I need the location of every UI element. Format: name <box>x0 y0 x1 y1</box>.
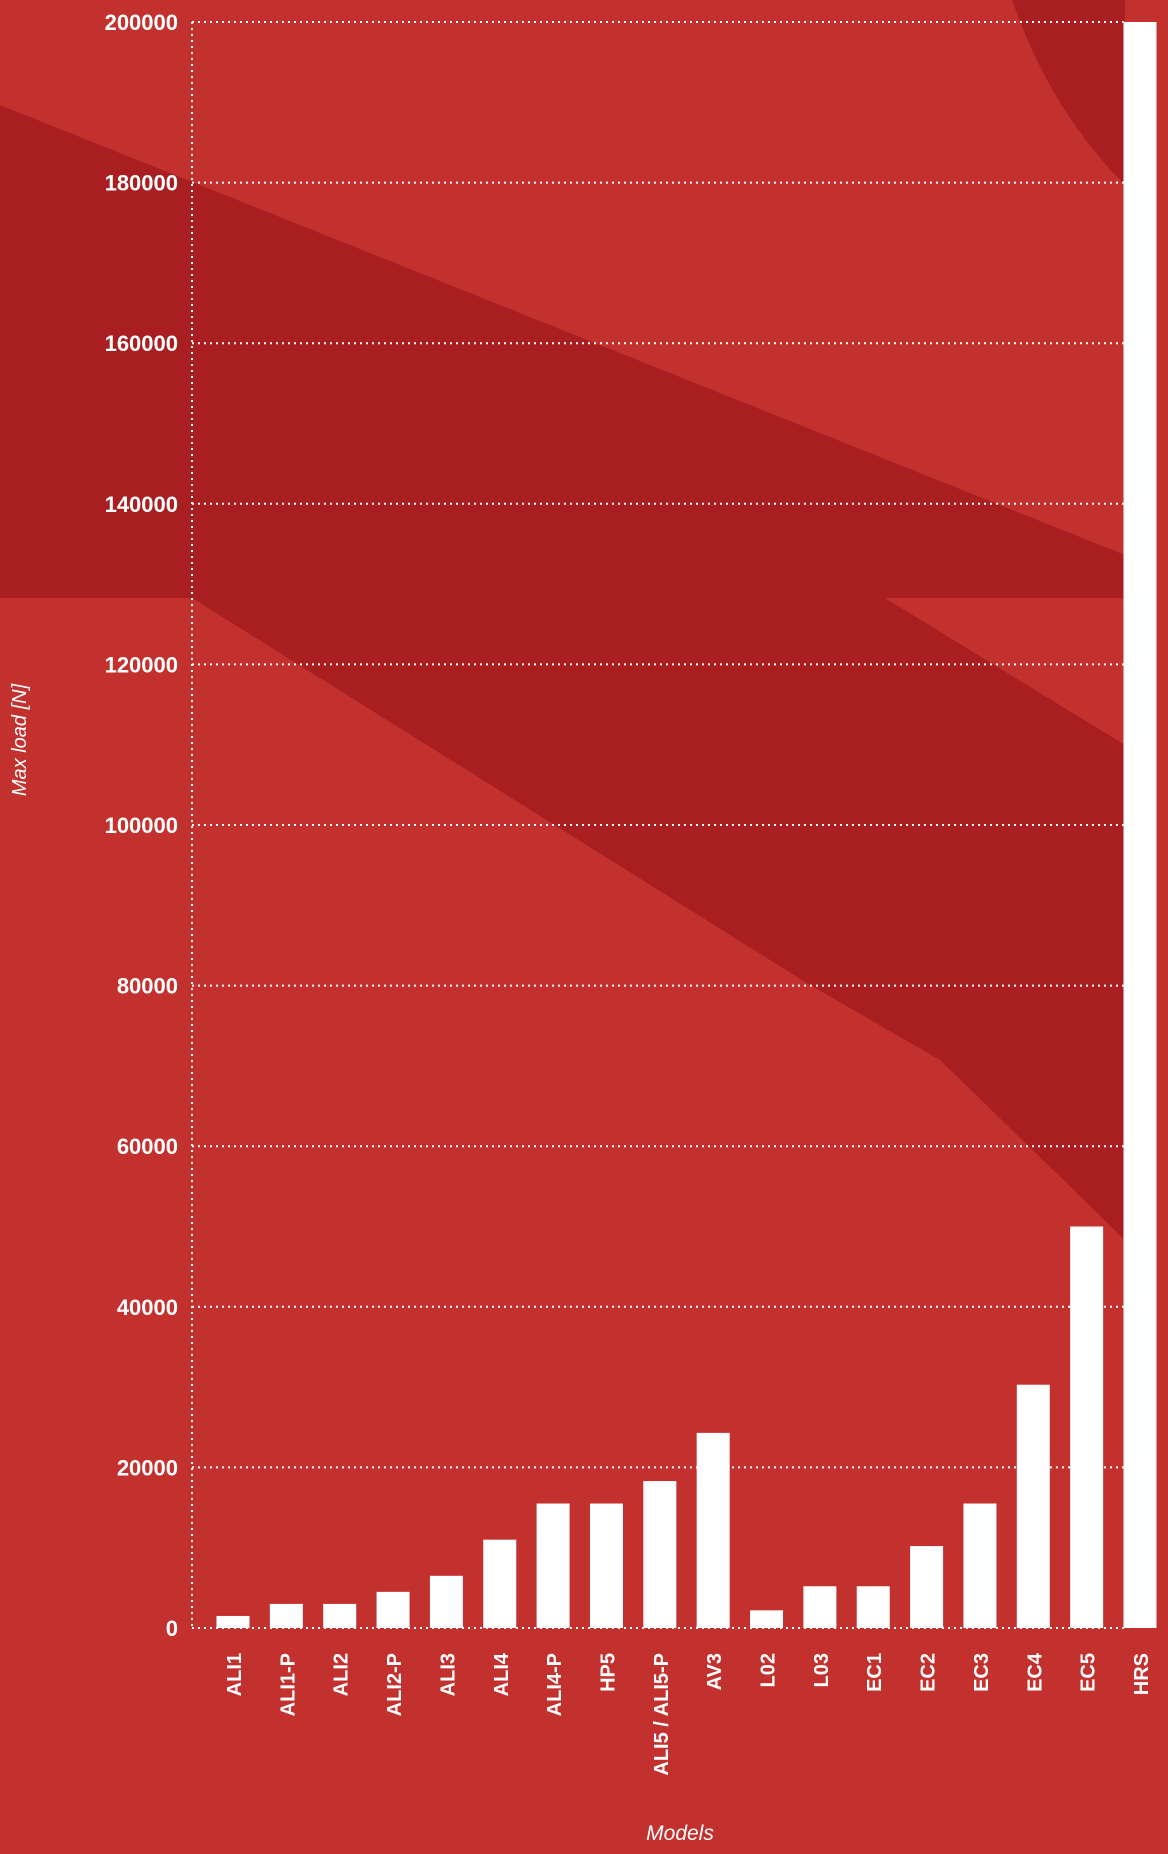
x-axis-ticks: ALI1 ALI1-P ALI2 ALI2-P ALI3 ALI4 ALI4-P HP5 ALI… <box>224 1652 1153 1775</box>
bar <box>856 1586 890 1628</box>
grid <box>191 21 1125 1629</box>
bar <box>323 1603 357 1628</box>
bar <box>536 1503 570 1628</box>
x-tick-label: ALI1 <box>224 1653 246 1696</box>
x-tick-label: AV3 <box>704 1653 726 1690</box>
bar <box>696 1432 730 1628</box>
bar <box>429 1575 463 1628</box>
bar <box>589 1503 623 1628</box>
y-tick-label: 200000 <box>105 10 178 35</box>
bar <box>483 1539 517 1628</box>
y-tick-label: 0 <box>166 1616 178 1641</box>
x-tick-label: EC3 <box>971 1653 993 1692</box>
bar <box>643 1481 677 1628</box>
x-tick-label: EC5 <box>1078 1653 1100 1692</box>
y-tick-label: 160000 <box>105 331 178 356</box>
x-tick-label: ALI4-P <box>544 1653 566 1716</box>
y-tick-label: 120000 <box>105 652 178 677</box>
x-tick-label: L02 <box>758 1653 780 1687</box>
bar <box>963 1503 997 1628</box>
bar <box>1123 22 1157 1628</box>
x-tick-label: ALI3 <box>437 1653 459 1696</box>
bars <box>216 22 1157 1628</box>
y-axis-label: Max load [N] <box>9 683 31 796</box>
background-arc <box>1012 0 1125 185</box>
x-tick-label: ALI2 <box>331 1653 353 1696</box>
y-tick-label: 40000 <box>117 1295 178 1320</box>
x-tick-label: ALI2-P <box>384 1653 406 1716</box>
x-tick-label: ALI4 <box>491 1652 513 1696</box>
bar <box>910 1546 944 1628</box>
bar <box>750 1610 784 1628</box>
y-axis-ticks: 0 20000 40000 60000 80000 100000 120000 140000 1… <box>105 10 178 1641</box>
y-tick-label: 20000 <box>117 1455 178 1480</box>
bar <box>1070 1226 1104 1628</box>
x-tick-label: HRS <box>1131 1653 1153 1695</box>
y-tick-label: 100000 <box>105 813 178 838</box>
x-tick-label: EC4 <box>1024 1652 1046 1692</box>
background-band-upper <box>0 105 1125 598</box>
bar <box>216 1615 250 1628</box>
x-tick-label: EC2 <box>918 1653 940 1692</box>
y-tick-label: 180000 <box>105 171 178 196</box>
bar <box>269 1603 303 1628</box>
y-tick-label: 80000 <box>117 974 178 999</box>
bar <box>376 1591 410 1628</box>
background-decoration <box>0 0 1125 1240</box>
y-tick-label: 60000 <box>117 1134 178 1159</box>
bar <box>1016 1384 1050 1628</box>
y-tick-label: 140000 <box>105 492 178 517</box>
bar <box>803 1586 837 1628</box>
x-tick-label: L03 <box>811 1653 833 1687</box>
background-band-lower <box>192 598 1125 1240</box>
x-axis-label: Models <box>646 1822 714 1845</box>
x-tick-label: HP5 <box>597 1653 619 1692</box>
x-tick-label: EC1 <box>864 1653 886 1692</box>
x-tick-label: ALI1-P <box>277 1653 299 1716</box>
x-tick-label: ALI5 / ALI5-P <box>651 1653 673 1776</box>
